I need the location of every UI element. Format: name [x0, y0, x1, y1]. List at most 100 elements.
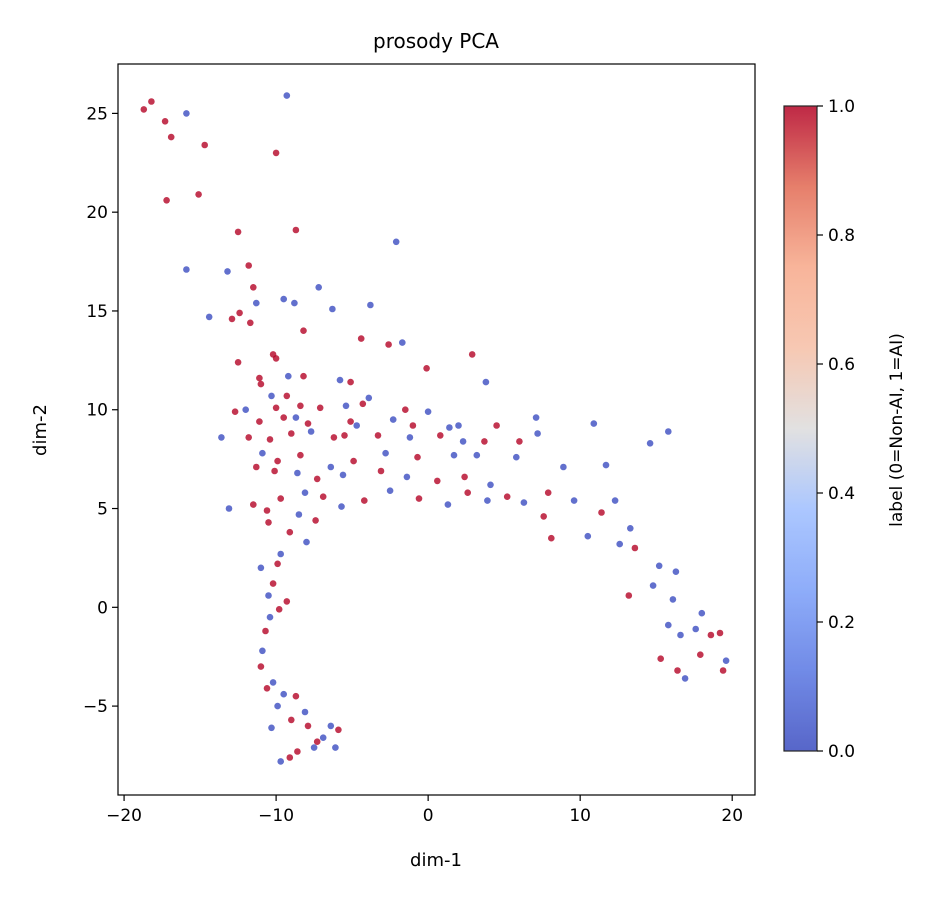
y-tick-label: 10 [86, 401, 108, 421]
data-point-48 [242, 406, 249, 414]
data-point-44 [268, 392, 275, 400]
data-point-147 [669, 596, 677, 603]
data-point-35 [423, 365, 430, 372]
data-point-85 [274, 457, 281, 465]
data-point-82 [646, 440, 654, 447]
data-point-159 [257, 663, 265, 670]
y-tick-label: 25 [86, 104, 108, 124]
data-point-113 [361, 497, 368, 504]
data-point-87 [327, 463, 335, 471]
data-point-38 [300, 372, 307, 380]
data-point-25 [329, 305, 336, 313]
data-point-33 [272, 355, 280, 362]
data-point-76 [406, 434, 414, 441]
data-point-28 [357, 335, 365, 342]
y-tick-label: 15 [86, 302, 108, 322]
data-point-9 [195, 191, 202, 198]
data-point-46 [297, 402, 304, 410]
data-point-55 [256, 418, 263, 425]
data-point-158 [722, 657, 730, 664]
data-point-15 [224, 268, 231, 275]
data-point-121 [544, 489, 552, 497]
data-point-67 [493, 422, 500, 429]
data-point-77 [437, 432, 444, 439]
data-point-34 [234, 359, 242, 366]
data-point-78 [459, 438, 467, 445]
data-point-152 [692, 625, 699, 633]
data-point-73 [330, 434, 338, 441]
data-point-45 [283, 392, 291, 400]
colorbar-tick-label: 1.0 [828, 97, 855, 117]
data-point-179 [332, 744, 339, 751]
data-point-0 [140, 106, 148, 113]
data-point-69 [245, 434, 252, 441]
data-point-123 [611, 497, 619, 504]
data-point-108 [301, 489, 309, 497]
data-point-17 [315, 284, 323, 291]
data-point-153 [716, 629, 724, 637]
data-point-110 [225, 505, 233, 512]
data-point-90 [414, 453, 421, 461]
data-point-172 [304, 722, 312, 730]
data-point-103 [434, 477, 441, 485]
data-point-86 [297, 451, 304, 459]
data-point-94 [560, 463, 567, 471]
data-point-71 [288, 430, 295, 437]
data-point-24 [236, 309, 243, 317]
data-point-59 [347, 418, 354, 425]
data-points [140, 92, 730, 765]
data-point-36 [285, 372, 292, 380]
data-point-41 [257, 380, 265, 388]
data-point-166 [280, 690, 288, 698]
data-point-50 [359, 400, 367, 408]
data-point-22 [205, 313, 213, 321]
data-point-62 [409, 422, 417, 429]
data-point-93 [513, 453, 520, 461]
data-point-165 [263, 685, 271, 692]
x-tick-label: 10 [569, 806, 591, 826]
data-point-171 [301, 708, 309, 716]
plot-area-frame [117, 63, 756, 796]
data-point-42 [336, 376, 344, 384]
data-point-105 [487, 481, 494, 489]
data-point-162 [674, 667, 681, 674]
data-point-10 [292, 226, 300, 234]
data-point-117 [464, 489, 472, 497]
data-point-13 [183, 266, 190, 273]
data-point-102 [403, 473, 411, 481]
data-point-47 [316, 404, 324, 412]
data-point-135 [631, 544, 639, 552]
data-point-125 [295, 511, 303, 518]
data-point-58 [304, 420, 312, 427]
data-point-112 [338, 503, 345, 510]
colorbar-tick-label: 0.0 [828, 742, 855, 762]
colorbar-label: label (0=Non-AI, 1=AI) [887, 333, 907, 527]
data-point-139 [257, 564, 265, 572]
data-point-14 [245, 262, 252, 269]
data-point-4 [201, 141, 208, 149]
colorbar-ticks: 0.0 0.2 0.4 0.6 0.8 1.0 [817, 97, 855, 762]
data-point-167 [292, 692, 300, 700]
data-point-170 [288, 716, 295, 724]
data-point-60 [353, 422, 361, 429]
y-axis-label: dim-2 [30, 404, 51, 456]
data-point-176 [310, 744, 318, 751]
data-point-63 [446, 424, 453, 431]
data-point-133 [584, 532, 592, 540]
data-point-68 [218, 434, 225, 441]
data-point-2 [161, 118, 169, 125]
y-axis-ticks: −5 0 5 10 15 20 25 [83, 104, 118, 717]
data-point-107 [277, 495, 285, 502]
data-point-31 [468, 351, 476, 358]
data-point-99 [313, 475, 321, 483]
data-point-5 [183, 110, 190, 117]
data-point-146 [625, 592, 633, 599]
data-point-178 [319, 734, 327, 741]
data-point-150 [262, 627, 269, 635]
data-point-157 [697, 651, 704, 658]
data-point-111 [263, 507, 271, 514]
data-point-6 [283, 92, 291, 99]
data-point-20 [291, 299, 298, 307]
data-point-91 [450, 451, 458, 459]
data-point-149 [698, 609, 706, 617]
